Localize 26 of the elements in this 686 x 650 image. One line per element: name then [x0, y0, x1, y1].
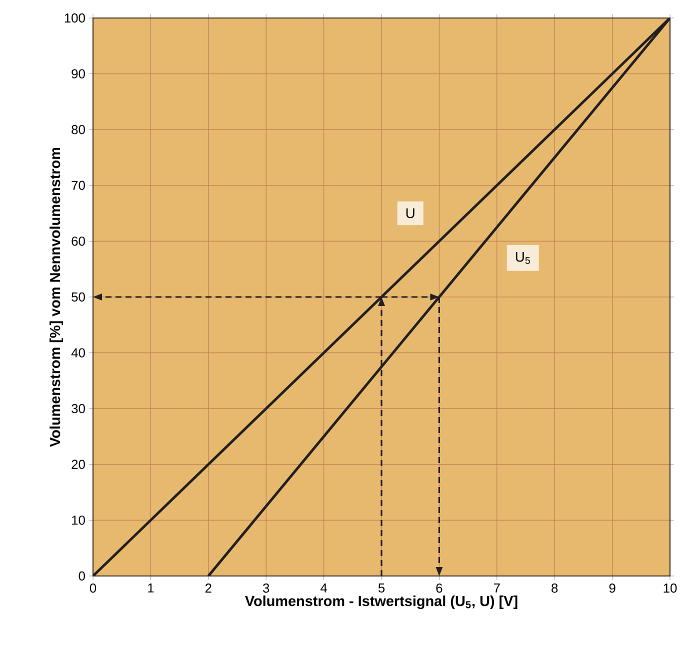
y-tick-label: 80 [72, 125, 85, 134]
y-tick-label: 50 [72, 292, 85, 302]
y-tick-label: 100 [64, 13, 85, 23]
y-tick-label: 90 [72, 69, 85, 78]
text: U [406, 208, 414, 218]
y-tick-label: 0 [78, 571, 85, 581]
y-tick-label: 70 [72, 180, 85, 190]
x-tick-label: 9 [609, 584, 616, 593]
x-tick-label: 0 [90, 584, 96, 593]
y-tick-label: 20 [72, 460, 85, 469]
x-tick-label: 1 [148, 584, 154, 592]
x-tick-label: 5 [378, 584, 385, 593]
y-tick-label: 30 [72, 404, 85, 414]
y-tick-label: 40 [71, 348, 85, 358]
y-axis-title: Volumenstrom [%] vom Nennvolumenstrom [50, 148, 64, 447]
x-axis-title: Volumenstrom - Istwertsignal (U$_{5}$, U) [V] [245, 596, 518, 610]
x-tick-label: 2 [205, 584, 212, 593]
text: U$_{5}$ [516, 252, 530, 264]
x-tick-label: 10 [664, 584, 677, 593]
x-tick-label: 3 [263, 584, 270, 593]
x-tick-label: 4 [320, 584, 328, 592]
x-tick-label: 7 [494, 584, 500, 592]
x-tick-label: 8 [552, 584, 558, 593]
y-tick-label: 60 [72, 236, 85, 246]
y-tick-label: 10 [72, 516, 85, 525]
x-tick-label: 6 [436, 584, 442, 593]
